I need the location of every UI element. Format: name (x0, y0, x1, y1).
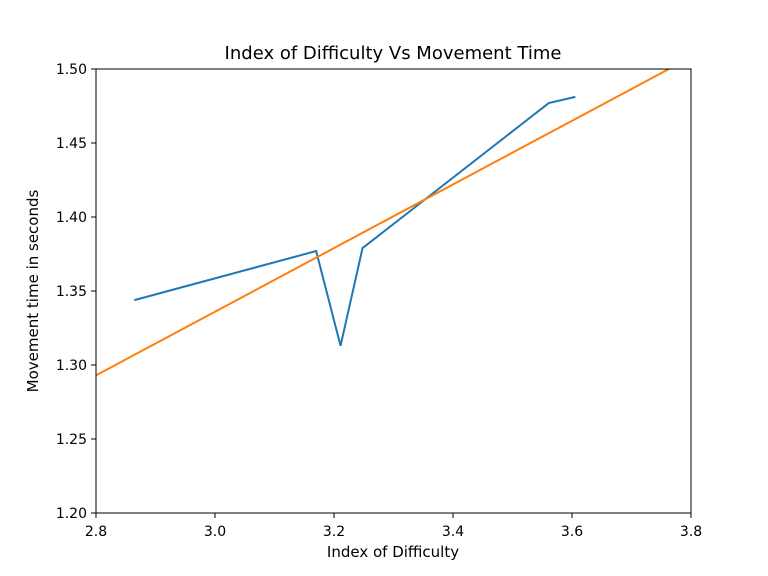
x-tick-label: 3.0 (204, 524, 226, 540)
x-axis: 2.8 3.0 3.2 3.4 3.6 3.8 (85, 513, 702, 540)
y-axis-label: Movement time in seconds (24, 190, 42, 393)
y-axis: 1.20 1.25 1.30 1.35 1.40 1.45 1.50 (56, 62, 96, 522)
chart-title: Index of Difficulty Vs Movement Time (225, 43, 562, 64)
x-tick-label: 2.8 (85, 524, 107, 540)
series-layer (96, 69, 671, 377)
y-tick-label: 1.25 (56, 432, 87, 448)
x-tick-label: 3.6 (561, 524, 583, 540)
y-tick-label: 1.30 (56, 358, 87, 374)
y-tick-label: 1.45 (56, 136, 87, 152)
x-tick-label: 3.2 (323, 524, 345, 540)
y-tick-label: 1.20 (56, 506, 87, 522)
series-line-1 (134, 95, 576, 347)
x-axis-label: Index of Difficulty (327, 543, 459, 561)
x-tick-label: 3.8 (680, 524, 702, 540)
y-tick-label: 1.35 (56, 284, 87, 300)
y-tick-label: 1.50 (56, 62, 87, 78)
series-line-2 (96, 69, 671, 377)
y-tick-label: 1.40 (56, 210, 87, 226)
x-tick-label: 3.4 (442, 524, 464, 540)
